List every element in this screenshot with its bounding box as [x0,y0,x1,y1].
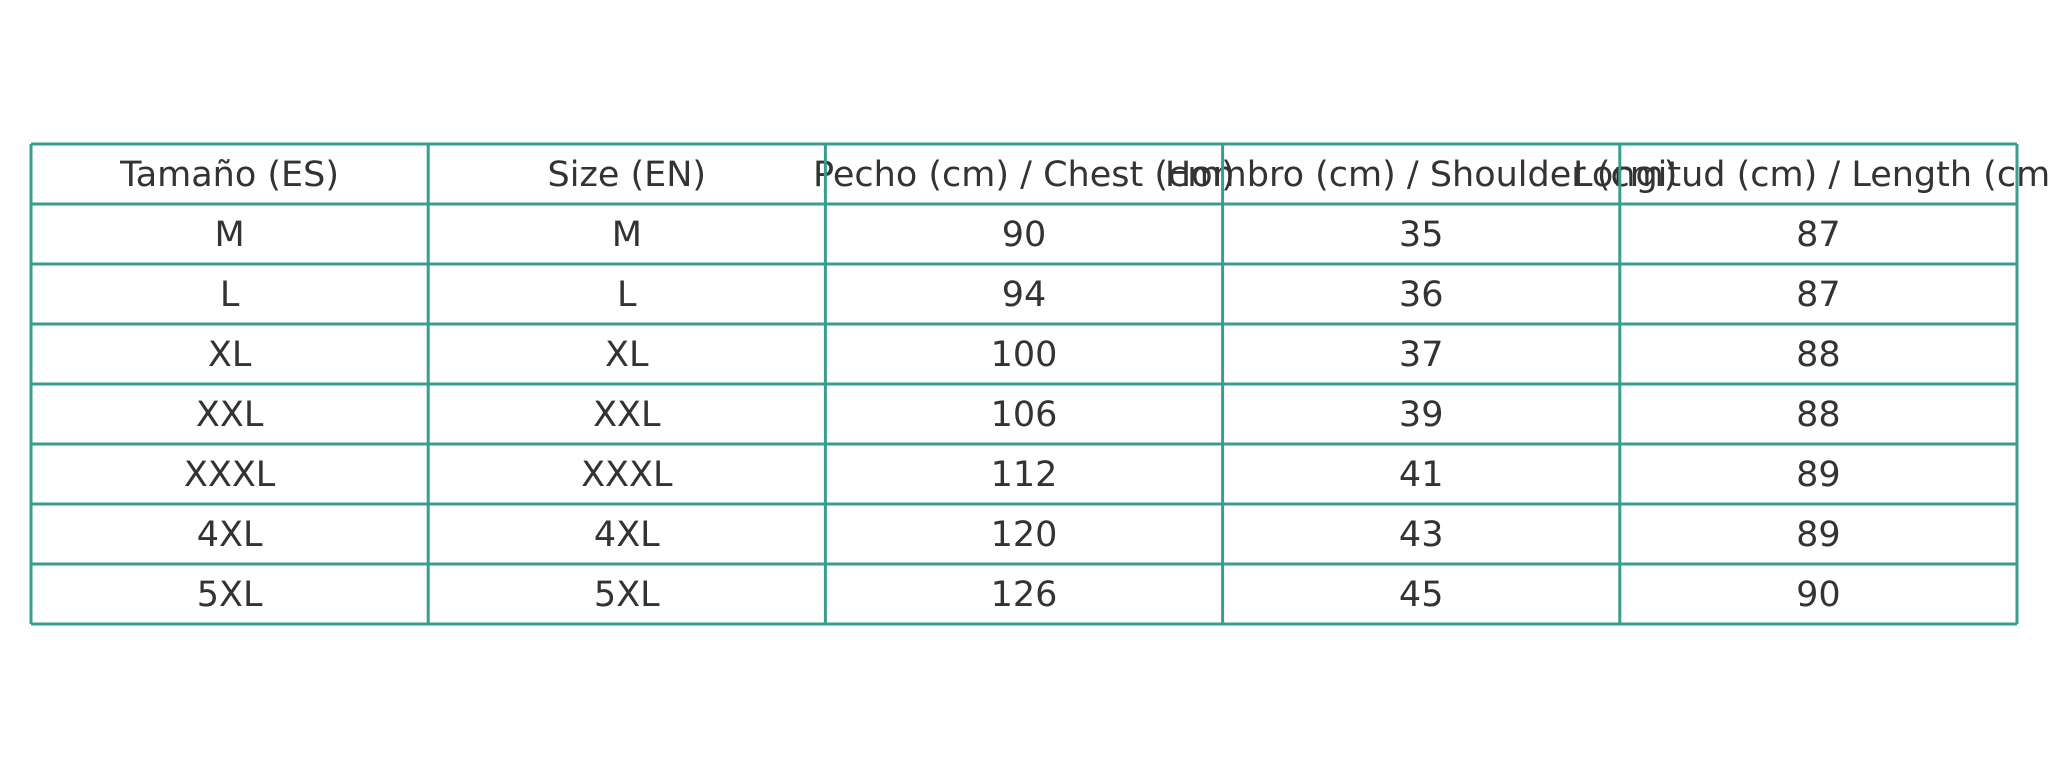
cell: 4XL [594,515,660,555]
cell: 45 [1399,575,1444,615]
cell: XXL [593,395,661,435]
header-cell: Pecho (cm) / Chest (cm) [813,155,1235,195]
cell: 87 [1796,275,1841,315]
cell: 90 [1002,215,1047,255]
cell: 39 [1399,395,1444,435]
cell: 89 [1796,455,1841,495]
header-cell: Hombro (cm) / Shoulder (cm) [1165,155,1678,195]
cell: 112 [991,455,1058,495]
cell: XL [605,335,649,375]
cell: M [214,215,244,255]
cell: M [612,215,642,255]
header-cell: Size (EN) [548,155,707,195]
header-cell: Longitud (cm) / Length (cm) [1573,155,2048,195]
cell: 126 [991,575,1058,615]
cell: 43 [1399,515,1444,555]
cell: 4XL [197,515,263,555]
cell: 35 [1399,215,1444,255]
cell: XXXL [581,455,673,495]
cell: 87 [1796,215,1841,255]
cell: 106 [991,395,1058,435]
cell: L [617,275,637,315]
cell: 5XL [197,575,263,615]
cell: 90 [1796,575,1841,615]
cell: 37 [1399,335,1444,375]
header-cell: Tamaño (ES) [119,155,339,195]
cell: 5XL [594,575,660,615]
cell: 100 [991,335,1058,375]
cell: XL [208,335,252,375]
cell: XXL [196,395,264,435]
cell: 36 [1399,275,1444,315]
cell: 120 [991,515,1058,555]
cell: L [220,275,240,315]
cell: 94 [1002,275,1047,315]
cell: XXXL [184,455,276,495]
cell: 89 [1796,515,1841,555]
cell: 41 [1399,455,1444,495]
cell: 88 [1796,395,1841,435]
cell: 88 [1796,335,1841,375]
